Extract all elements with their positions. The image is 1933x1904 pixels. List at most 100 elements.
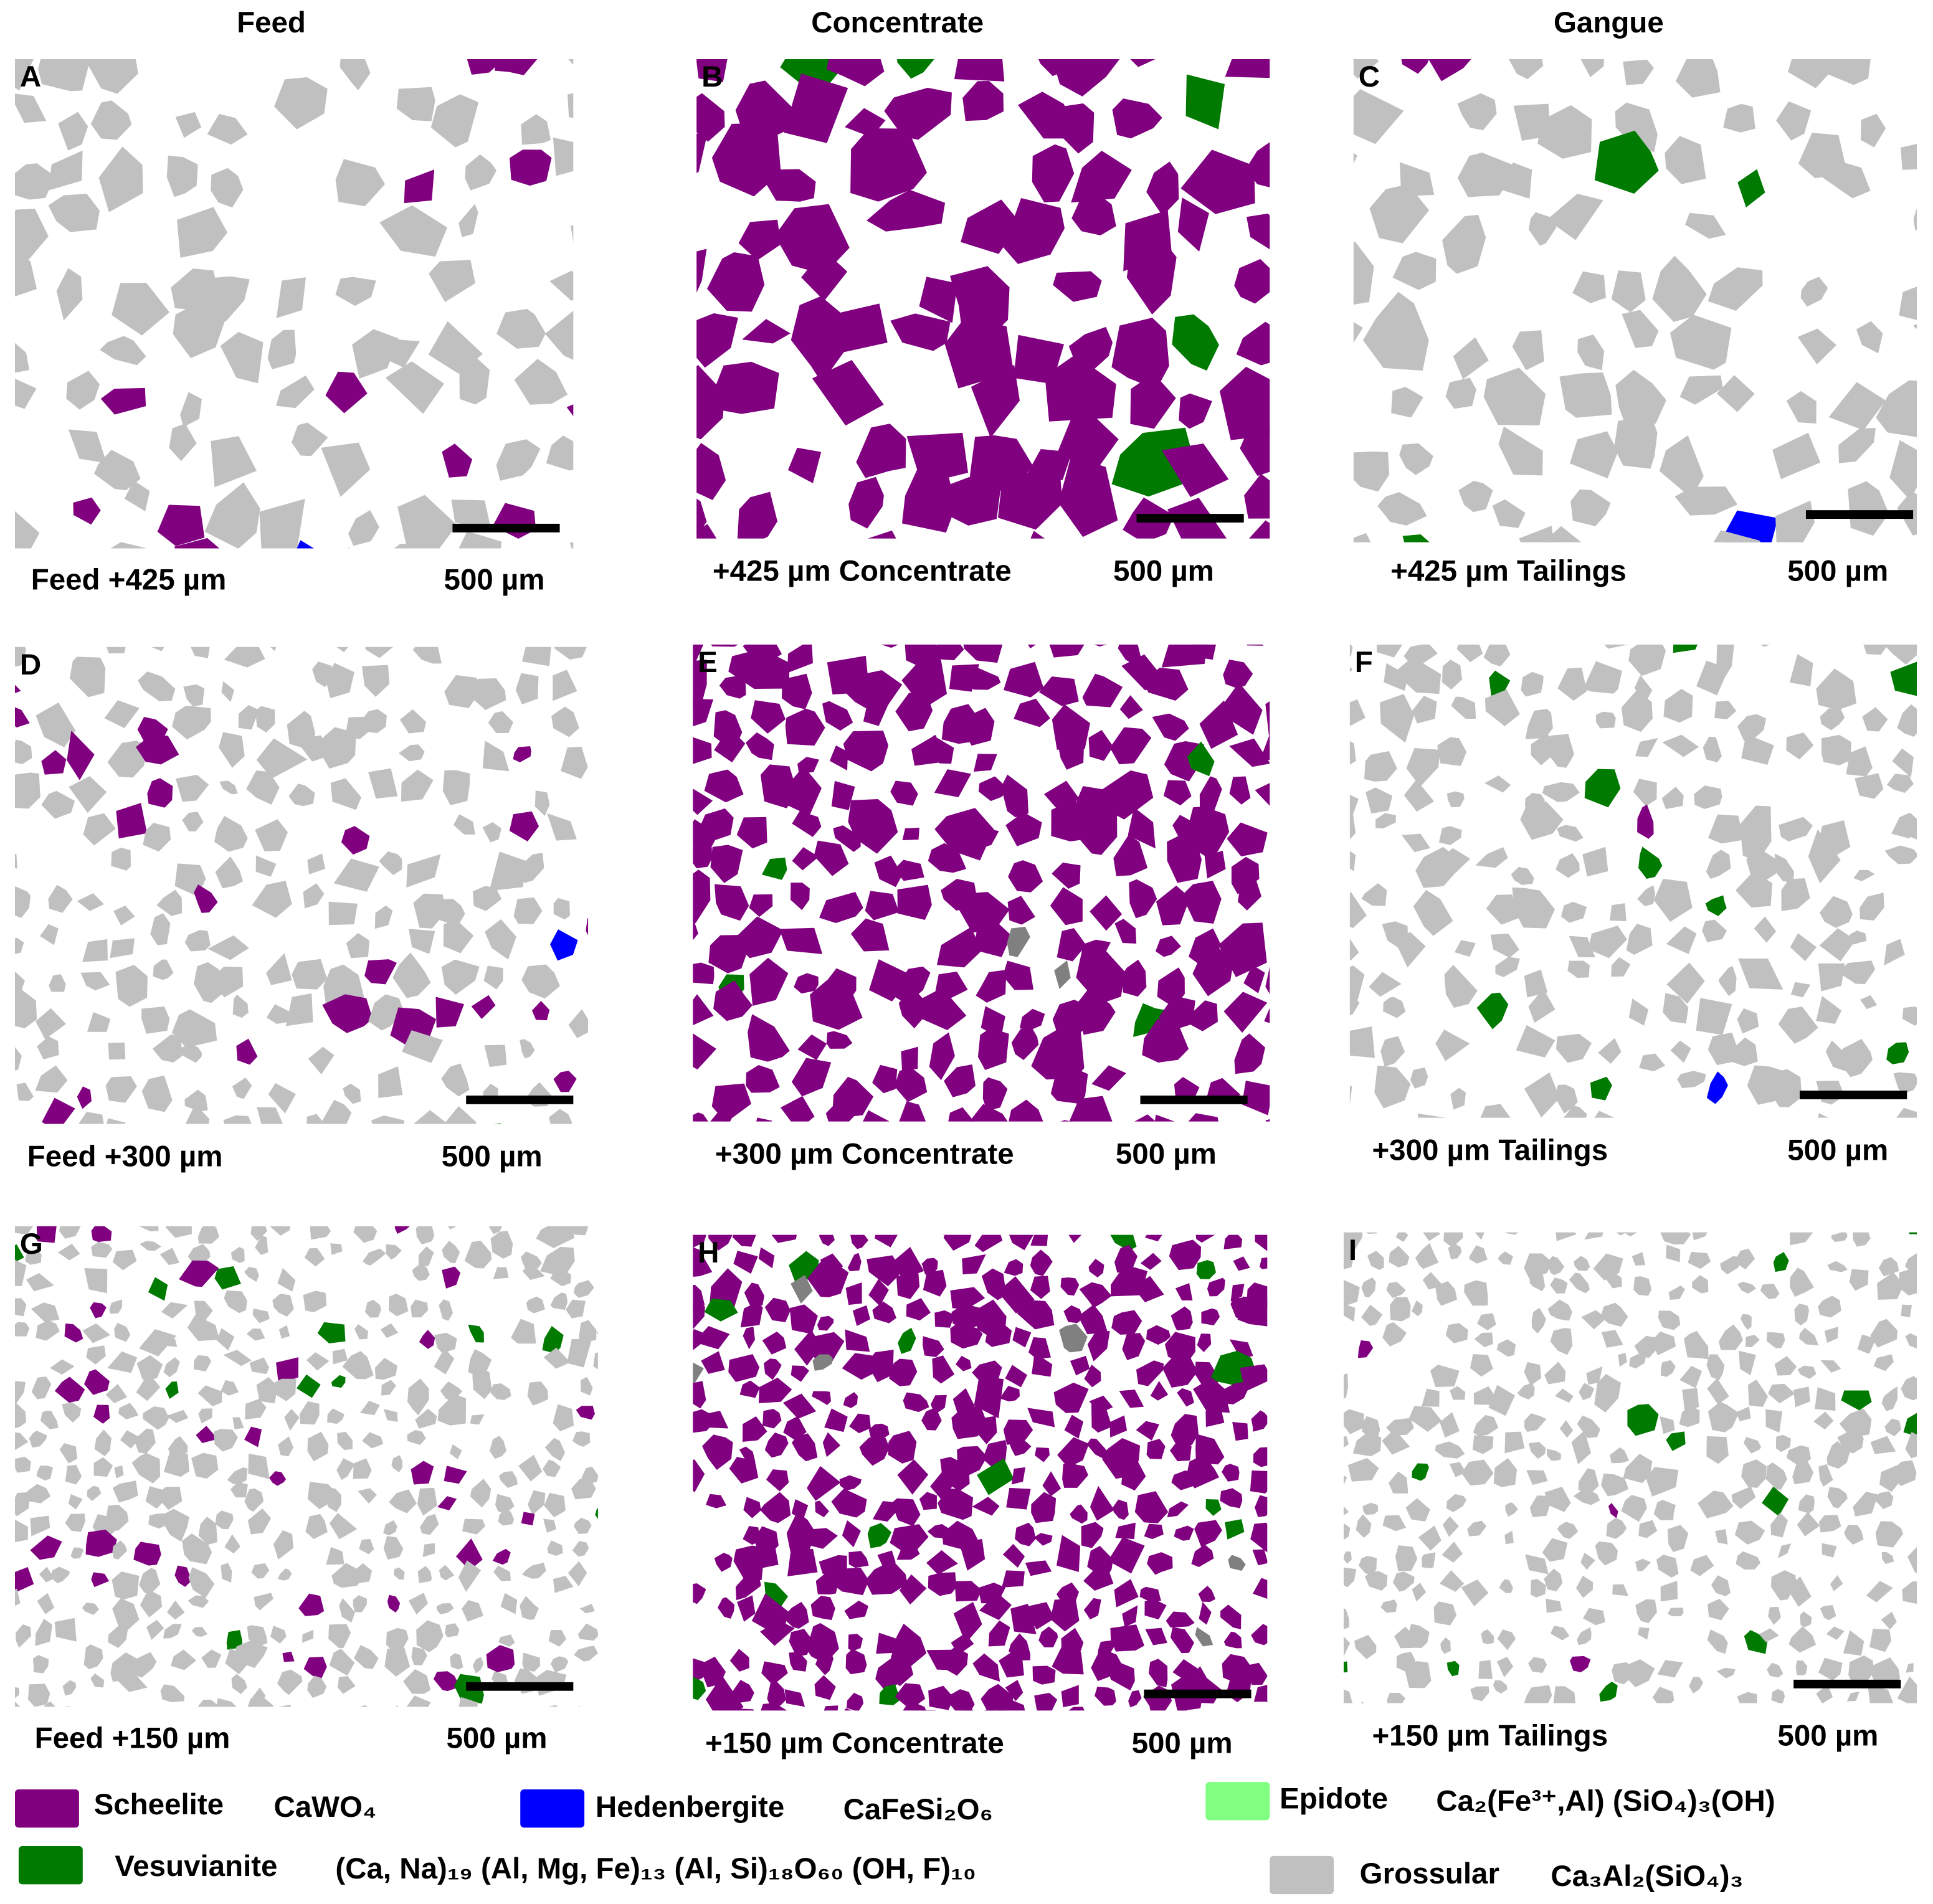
particle [1495,957,1520,977]
particle [1433,1601,1457,1626]
particle [888,151,921,180]
particle [536,1226,575,1248]
particle [737,491,777,539]
particle [1838,427,1876,463]
particle [1616,1232,1627,1236]
particle [1583,661,1622,694]
particle [1361,1277,1376,1298]
particle [496,439,541,481]
particle [14,1519,28,1543]
particle [14,1381,26,1404]
particle [156,889,183,916]
particle [1222,1464,1240,1482]
particle [412,1266,430,1281]
panel-caption: +300 µm Tailings [1372,1134,1608,1167]
particle [736,817,767,849]
particle [492,1548,511,1565]
particle [1827,1261,1848,1272]
particle [107,647,126,654]
particle [1559,372,1612,418]
particle [1559,1420,1574,1438]
particle [1227,822,1268,856]
particle [191,1452,219,1479]
particle [138,671,176,702]
particle [1861,113,1886,148]
particle [1624,1232,1638,1237]
particle [951,1404,988,1439]
particle [197,1385,222,1407]
particle [978,776,1008,802]
particle [1663,689,1693,723]
particle [700,808,734,842]
particle [1772,432,1821,480]
particle [598,1496,618,1515]
particle [450,1653,463,1670]
particle [1245,1662,1268,1685]
particle [1382,1515,1407,1532]
particle [111,847,131,871]
particle [359,1538,374,1555]
particle [437,1394,466,1426]
particle [1446,1660,1460,1677]
particle [91,1241,113,1258]
legend-swatch [1270,1855,1334,1895]
particle [696,133,708,174]
particle [1223,992,1268,1033]
particle [1349,965,1365,1006]
particle [974,922,1012,957]
particle [14,707,30,727]
particle [246,1329,265,1341]
particle [374,1358,397,1380]
particle [1604,644,1629,649]
particle [1739,1350,1756,1375]
particle [166,1409,189,1423]
particle [762,1331,787,1355]
particle [1762,1486,1789,1517]
particle [330,1243,343,1255]
particle [1457,93,1497,130]
particle [1148,1659,1168,1688]
particle [979,1592,1012,1621]
particle [928,1685,954,1710]
particle [1038,676,1079,706]
particle [1557,825,1584,842]
particle [1692,1232,1707,1241]
particle [267,329,297,369]
particle [1877,1272,1904,1300]
particle [490,1231,513,1259]
particle [416,1226,435,1245]
particle [1913,208,1917,230]
particle [1343,1232,1363,1251]
particle [196,1426,218,1443]
particle [83,1369,110,1395]
particle [1527,1657,1547,1674]
particle [1846,1691,1860,1702]
particle [274,77,328,130]
particle [90,1302,107,1319]
particle [1099,770,1154,820]
particle [984,1705,996,1711]
particle [1813,1411,1834,1430]
particle [1478,1660,1493,1679]
particle [696,249,707,293]
particle [938,1489,973,1520]
particle [1091,1065,1126,1091]
particle [59,1226,81,1239]
particle [444,1466,467,1484]
particle [867,530,896,539]
particle [223,1115,252,1124]
particle [833,1567,869,1596]
particle [277,1267,296,1292]
particle [435,997,465,1028]
particle [98,146,143,212]
particle [846,1692,864,1711]
particle [326,1546,344,1565]
particle [814,1675,836,1700]
particle [1007,896,1035,925]
particle [526,1296,546,1314]
particle [351,1563,373,1584]
particle [1246,142,1270,187]
particle [693,1362,704,1386]
particle [1827,1487,1848,1509]
particle [353,1595,367,1613]
